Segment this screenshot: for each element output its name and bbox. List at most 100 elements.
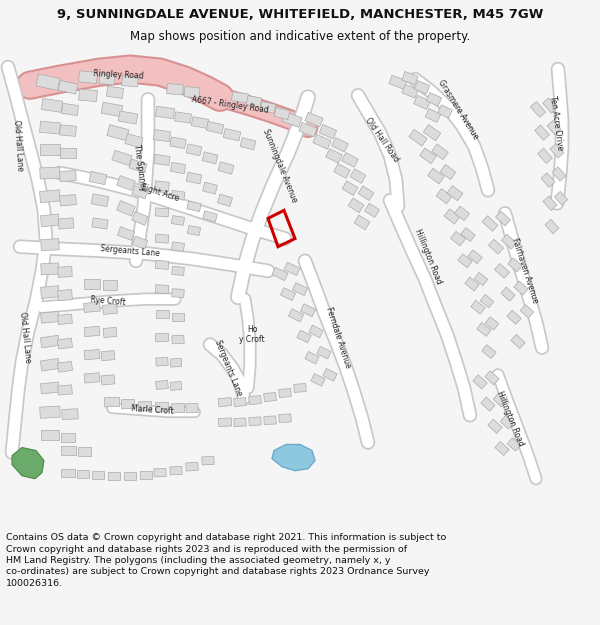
Polygon shape [547,121,561,135]
Polygon shape [542,98,557,113]
Polygon shape [59,125,76,136]
Polygon shape [514,281,528,295]
Polygon shape [481,397,495,411]
Polygon shape [494,264,509,278]
Polygon shape [40,190,61,202]
Polygon shape [488,239,503,254]
Polygon shape [170,358,182,367]
Polygon shape [365,203,379,217]
Polygon shape [402,71,418,85]
Polygon shape [282,112,302,128]
Polygon shape [172,313,184,321]
Polygon shape [172,335,184,344]
Polygon shape [482,216,498,231]
Text: Ten Acre Drive: Ten Acre Drive [548,94,564,151]
Polygon shape [61,103,79,116]
Polygon shape [184,86,200,98]
Polygon shape [234,418,246,427]
Polygon shape [543,196,557,211]
Polygon shape [535,125,550,140]
Polygon shape [77,470,89,478]
Polygon shape [170,381,182,391]
Text: Fairhaven Avenue: Fairhaven Avenue [510,237,540,304]
Polygon shape [155,285,169,293]
Polygon shape [342,152,358,168]
Polygon shape [309,325,323,338]
Polygon shape [108,472,120,480]
Text: Ringley Road: Ringley Road [92,69,143,81]
Polygon shape [83,302,100,312]
Polygon shape [419,148,436,164]
Polygon shape [186,172,202,184]
Polygon shape [280,288,296,301]
Polygon shape [471,301,485,314]
Polygon shape [203,182,217,194]
Polygon shape [485,317,499,330]
Polygon shape [41,431,59,441]
Polygon shape [155,260,169,269]
Polygon shape [358,186,374,201]
Polygon shape [40,121,61,134]
Polygon shape [468,250,482,264]
Polygon shape [354,215,370,230]
Polygon shape [40,144,60,156]
Polygon shape [191,117,209,128]
Polygon shape [129,159,147,172]
Polygon shape [58,266,72,278]
Polygon shape [263,392,277,402]
Polygon shape [40,335,59,348]
Polygon shape [61,433,75,442]
Polygon shape [103,304,118,314]
Polygon shape [292,282,308,296]
Polygon shape [218,418,232,427]
Polygon shape [170,162,185,174]
Polygon shape [297,330,311,342]
Polygon shape [541,173,555,188]
Polygon shape [428,168,445,184]
Polygon shape [101,351,115,361]
Polygon shape [458,254,472,268]
Polygon shape [41,286,59,298]
Text: Map shows position and indicative extent of the property.: Map shows position and indicative extent… [130,30,470,43]
Polygon shape [154,154,170,166]
Polygon shape [451,231,466,246]
Polygon shape [155,333,169,342]
Polygon shape [154,469,166,477]
Polygon shape [465,277,479,291]
Polygon shape [172,216,184,225]
Polygon shape [332,138,348,152]
Polygon shape [496,211,511,226]
Polygon shape [350,169,366,183]
Polygon shape [140,471,152,479]
Polygon shape [40,359,59,371]
Polygon shape [59,194,76,206]
Polygon shape [36,74,60,91]
Polygon shape [414,81,430,94]
Polygon shape [60,171,76,181]
Polygon shape [41,239,59,251]
Polygon shape [507,438,521,451]
Polygon shape [289,309,304,322]
Polygon shape [203,211,217,222]
Polygon shape [186,403,198,413]
Polygon shape [488,419,502,433]
Polygon shape [409,129,427,146]
Polygon shape [170,466,182,475]
Polygon shape [172,403,185,413]
Polygon shape [155,381,169,389]
Polygon shape [274,107,290,119]
Polygon shape [92,471,104,479]
Polygon shape [40,406,60,418]
Polygon shape [118,111,138,124]
Polygon shape [84,279,100,289]
Polygon shape [301,304,316,317]
Polygon shape [60,148,76,158]
Polygon shape [41,263,59,275]
Polygon shape [154,129,170,142]
Polygon shape [79,71,97,84]
Text: 9, SUNNINGDALE AVENUE, WHITEFIELD, MANCHESTER, M45 7GW: 9, SUNNINGDALE AVENUE, WHITEFIELD, MANCH… [57,8,543,21]
Polygon shape [41,311,59,323]
Polygon shape [414,96,430,109]
Text: Sergeants Lane: Sergeants Lane [212,339,244,397]
Polygon shape [431,144,448,159]
